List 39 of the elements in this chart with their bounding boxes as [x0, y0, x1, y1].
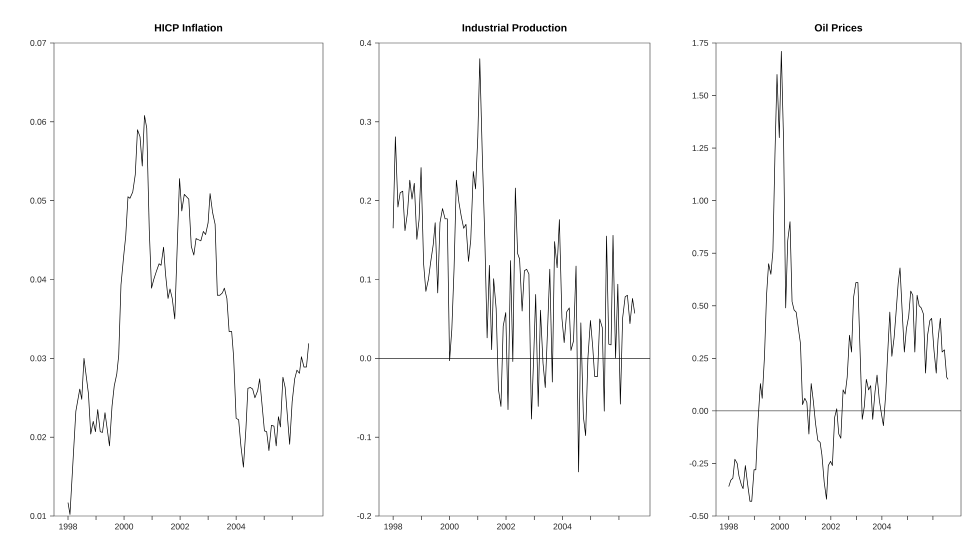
x-tick-label: 2002 [822, 524, 840, 530]
y-tick-label: 0.25 [692, 355, 708, 362]
x-tick-label: 2004 [553, 524, 572, 530]
chart-title: Industrial Production [462, 24, 566, 32]
x-tick-label: 2004 [227, 524, 246, 530]
y-tick-label: 0.4 [360, 40, 372, 46]
y-tick-label: 0.50 [692, 302, 708, 309]
y-tick-label: 0.75 [692, 250, 708, 256]
x-tick-label: 1998 [384, 524, 402, 530]
chart-title: Oil Prices [814, 24, 862, 32]
x-tick-label: 2000 [440, 524, 459, 530]
x-tick-label: 2002 [171, 524, 190, 530]
x-tick-label: 1998 [720, 524, 738, 530]
x-tick-label: 2002 [497, 524, 516, 530]
y-tick-label: 1.50 [692, 92, 708, 99]
y-tick-label: 0.01 [30, 513, 46, 519]
y-tick-label: -0.50 [690, 513, 708, 519]
y-tick-label: 1.75 [692, 40, 708, 46]
y-tick-label: -0.1 [357, 434, 372, 440]
y-tick-label: 0.02 [30, 434, 46, 440]
x-tick-label: 2004 [872, 524, 892, 530]
x-tick-label: 2000 [115, 524, 134, 530]
y-tick-label: 0.0 [360, 355, 372, 362]
y-tick-label: 0.2 [360, 198, 372, 204]
y-tick-label: 0.06 [30, 118, 46, 125]
y-tick-label: 0.3 [360, 118, 372, 125]
y-tick-label: 0.1 [360, 276, 372, 282]
y-tick-label: 0.00 [692, 408, 708, 414]
y-tick-label: 1.00 [692, 198, 708, 204]
x-tick-label: 2000 [770, 524, 789, 530]
y-tick-label: 0.04 [30, 276, 46, 282]
y-tick-label: 0.05 [30, 198, 46, 204]
chart-title: HICP Inflation [154, 24, 222, 32]
x-tick-label: 1998 [59, 524, 78, 530]
y-tick-label: -0.2 [357, 513, 372, 519]
y-tick-label: 1.25 [692, 145, 708, 152]
y-tick-label: 0.03 [30, 355, 46, 362]
y-tick-label: -0.25 [690, 460, 708, 466]
y-tick-label: 0.07 [30, 40, 46, 46]
